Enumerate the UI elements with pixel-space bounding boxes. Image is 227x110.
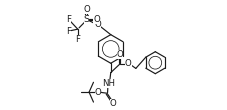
Text: F: F [66,15,71,24]
Text: F: F [66,27,71,36]
Text: O: O [94,88,101,97]
Text: O: O [94,20,101,29]
Text: NH: NH [102,79,115,88]
Text: O: O [125,59,132,68]
Text: O: O [93,15,100,24]
Text: O: O [110,99,116,108]
Text: S: S [84,15,89,24]
Text: O: O [83,5,90,14]
Text: O: O [117,50,123,59]
Text: F: F [75,35,80,44]
